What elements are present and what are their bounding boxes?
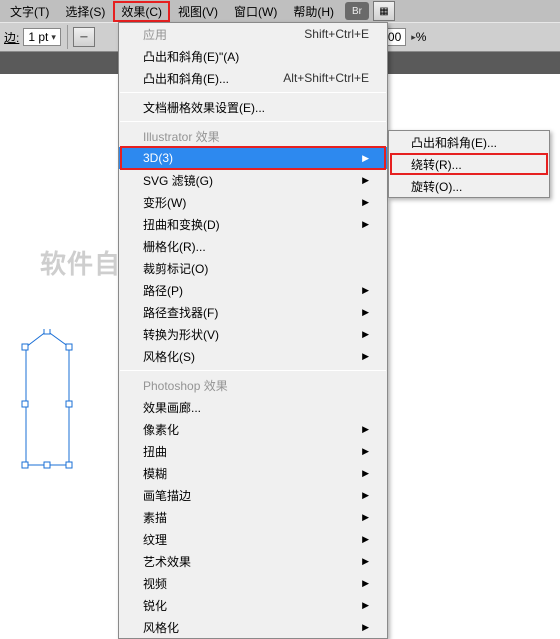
effects-menu: 应用 Shift+Ctrl+E 凸出和斜角(E)"(A) 凸出和斜角(E)... Alt… [118,22,388,639]
submenu-arrow-icon: ▶ [362,307,369,318]
menu-帮助[interactable]: 帮助(H) [285,1,342,22]
submenu-arrow-icon: ▶ [362,490,369,501]
submenu-arrow-icon: ▶ [362,556,369,567]
menu-item-label: 路径查找器(F) [143,304,218,321]
submenu-arrow-icon: ▶ [362,351,369,362]
menu-item-label: 艺术效果 [143,553,191,570]
submenu-arrow-icon: ▶ [362,622,369,633]
menu-item-label: 转换为形状(V) [143,326,219,343]
submenu-arrow-icon: ▶ [362,424,369,435]
menu-item-label: 凸出和斜角(E)"(A) [143,48,239,65]
menu-item[interactable]: 路径(P) ▶ [119,279,387,301]
menu-item[interactable]: SVG 滤镜(G) ▶ [119,169,387,191]
menu-header: Photoshop 效果 [119,374,387,396]
chevron-down-icon: ▾ [51,32,56,43]
menu-separator [120,370,386,371]
menu-item[interactable]: 3D(3) ▶ [119,147,387,169]
menu-item[interactable]: 艺术效果 ▶ [119,550,387,572]
menu-separator [120,121,386,122]
menu-item[interactable]: 文档栅格效果设置(E)... [119,96,387,118]
menu-item-label: 素描 [143,509,167,526]
submenu-arrow-icon: ▶ [362,446,369,457]
selected-shape[interactable] [20,329,75,469]
menu-item[interactable]: 风格化(S) ▶ [119,345,387,367]
submenu-arrow-icon: ▶ [362,285,369,296]
submenu-item[interactable]: 旋转(O)... [389,175,549,197]
menu-item[interactable]: 扭曲和变换(D) ▶ [119,213,387,235]
menu-shortcut: Shift+Ctrl+E [304,27,369,41]
menu-header: Illustrator 效果 [119,125,387,147]
menu-item-label: 效果画廊... [143,399,201,416]
menu-item[interactable]: 风格化 ▶ [119,616,387,638]
menu-窗口[interactable]: 窗口(W) [226,1,285,22]
menu-文字[interactable]: 文字(T) [2,1,57,22]
submenu-arrow-icon: ▶ [362,329,369,340]
opacity-unit: % [416,30,427,44]
brush-icon[interactable]: ─ [73,27,95,47]
menu-item[interactable]: 裁剪标记(O) [119,257,387,279]
menu-选择[interactable]: 选择(S) [57,1,113,22]
menu-item-label: 文档栅格效果设置(E)... [143,99,265,116]
menu-item[interactable]: 路径查找器(F) ▶ [119,301,387,323]
menu-item[interactable]: 视频 ▶ [119,572,387,594]
menu-item-label: 栅格化(R)... [143,238,206,255]
menu-item-label: 纹理 [143,531,167,548]
menu-item-label: 凸出和斜角(E)... [143,70,229,87]
menu-item[interactable]: 模糊 ▶ [119,462,387,484]
menu-item[interactable]: 扭曲 ▶ [119,440,387,462]
menu-item-label: 视频 [143,575,167,592]
menu-item-label: 风格化 [143,619,179,636]
menu-item-label: 扭曲和变换(D) [143,216,220,233]
menu-item-label: 锐化 [143,597,167,614]
menu-item-label: 扭曲 [143,443,167,460]
submenu-arrow-icon: ▶ [362,468,369,479]
menu-效果[interactable]: 效果(C) [113,1,170,22]
menu-item-label: 像素化 [143,421,179,438]
submenu-arrow-icon: ▶ [362,600,369,611]
menu-item[interactable]: 栅格化(R)... [119,235,387,257]
arrange-icon[interactable]: ▦ [373,1,395,21]
submenu-arrow-icon: ▶ [362,534,369,545]
stroke-dropdown[interactable]: 1 pt ▾ [23,28,61,46]
menu-item[interactable]: 凸出和斜角(E)"(A) [119,45,387,67]
stroke-value: 1 pt [28,30,48,44]
submenu-arrow-icon: ▶ [362,153,369,164]
menu-item[interactable]: 素描 ▶ [119,506,387,528]
bridge-icon[interactable]: Br [345,2,369,20]
menu-item[interactable]: 像素化 ▶ [119,418,387,440]
menu-item[interactable]: 纹理 ▶ [119,528,387,550]
submenu-arrow-icon: ▶ [362,175,369,186]
menu-item-label: 裁剪标记(O) [143,260,208,277]
submenu-arrow-icon: ▶ [362,578,369,589]
menubar: 文字(T)选择(S)效果(C)视图(V)窗口(W)帮助(H)Br▦ [0,0,560,22]
menu-item-label: 3D(3) [143,151,173,165]
menu-shortcut: Alt+Shift+Ctrl+E [283,71,369,85]
submenu-arrow-icon: ▶ [362,512,369,523]
toolbar-divider [67,25,68,49]
submenu-arrow-icon: ▶ [362,219,369,230]
submenu-arrow-icon: ▶ [362,197,369,208]
menu-item[interactable]: 画笔描边▶ [119,484,387,506]
3d-submenu: 凸出和斜角(E)...绕转(R)...旋转(O)... [388,130,550,198]
menu-item[interactable]: 转换为形状(V) ▶ [119,323,387,345]
menu-item-label: 应用 [143,26,167,43]
menu-item-label: 风格化(S) [143,348,195,365]
menu-item-label: 路径(P) [143,282,183,299]
submenu-item[interactable]: 绕转(R)... [389,153,549,175]
menu-item-label: 变形(W) [143,194,186,211]
menu-item[interactable]: 锐化 ▶ [119,594,387,616]
menu-item-label: SVG 滤镜(G) [143,172,213,189]
menu-item-label: 模糊 [143,465,167,482]
stroke-label: 边: [4,29,19,46]
submenu-item[interactable]: 凸出和斜角(E)... [389,131,549,153]
menu-separator [120,92,386,93]
menu-视图[interactable]: 视图(V) [170,1,226,22]
menu-item[interactable]: 凸出和斜角(E)... Alt+Shift+Ctrl+E [119,67,387,89]
menu-item[interactable]: 变形(W) ▶ [119,191,387,213]
menu-item: 应用 Shift+Ctrl+E [119,23,387,45]
menu-item[interactable]: 效果画廊... [119,396,387,418]
